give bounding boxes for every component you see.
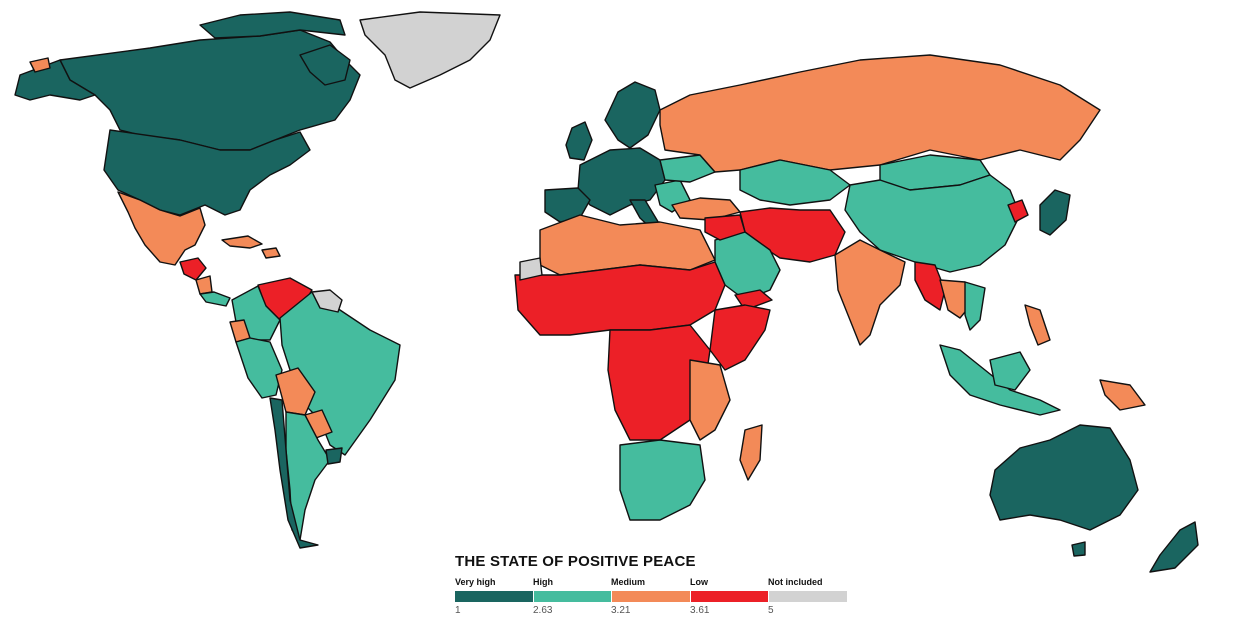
country-philippines[interactable]	[1024, 304, 1051, 346]
country-north-africa[interactable]	[539, 214, 716, 276]
region-middle-east	[704, 214, 781, 311]
country-costa-rica-panama[interactable]	[199, 291, 231, 307]
region-europe	[544, 81, 741, 233]
country-peru[interactable]	[235, 337, 283, 399]
legend-title: THE STATE OF POSITIVE PEACE	[455, 553, 696, 570]
country-madagascar[interactable]	[739, 424, 763, 481]
country-horn-of-africa[interactable]	[709, 304, 771, 371]
country-russia[interactable]	[659, 54, 1101, 173]
country-uk-ireland[interactable]	[565, 121, 593, 161]
legend-threshold-1: 1	[455, 605, 461, 616]
legend-threshold-4: 3.61	[690, 605, 710, 616]
country-india[interactable]	[834, 239, 906, 346]
region-south-america	[229, 277, 401, 549]
country-russia-chukotka	[29, 57, 51, 73]
country-new-zealand[interactable]	[1149, 521, 1199, 573]
legend-swatch-medium	[611, 591, 690, 602]
country-ukraine[interactable]	[659, 154, 716, 183]
greenland[interactable]	[359, 11, 501, 89]
country-scandinavia[interactable]	[604, 81, 661, 149]
country-mexico[interactable]	[117, 191, 206, 266]
country-western-sahara[interactable]	[519, 257, 543, 281]
legend-label-high: High	[533, 577, 553, 587]
legend: THE STATE OF POSITIVE PEACE Very high Hi…	[455, 553, 847, 619]
country-australia[interactable]	[989, 424, 1139, 531]
baffin-island[interactable]	[299, 44, 351, 86]
country-guyana-suriname[interactable]	[311, 289, 343, 313]
country-malaysia-indonesia[interactable]	[939, 344, 1061, 416]
country-vietnam[interactable]	[964, 281, 986, 331]
country-east-africa[interactable]	[689, 359, 731, 441]
legend-color-bar	[455, 591, 847, 602]
country-myanmar[interactable]	[914, 261, 946, 311]
country-papua-new-guinea[interactable]	[1099, 379, 1146, 411]
country-chile[interactable]	[269, 397, 319, 549]
country-china[interactable]	[844, 174, 1021, 273]
legend-threshold-2: 2.63	[533, 605, 553, 616]
legend-label-medium: Medium	[611, 577, 646, 587]
country-bolivia[interactable]	[275, 367, 316, 416]
legend-thresholds: 1 2.63 3.21 3.61 5	[455, 605, 847, 619]
country-japan[interactable]	[1039, 189, 1071, 236]
legend-swatch-high	[532, 591, 612, 602]
country-southern-africa[interactable]	[619, 439, 706, 521]
country-korea-dprk[interactable]	[1007, 199, 1029, 223]
country-kazakhstan[interactable]	[739, 159, 851, 206]
region-north-america	[14, 11, 501, 216]
canada-arctic-islands[interactable]	[199, 11, 346, 39]
legend-label-very-high: Very high	[455, 577, 496, 587]
legend-swatch-not-included	[768, 591, 847, 602]
country-cuba[interactable]	[221, 235, 263, 249]
country-iraq-syria[interactable]	[704, 214, 746, 241]
country-uruguay[interactable]	[325, 447, 343, 465]
region-central-america	[117, 191, 281, 307]
legend-swatch-low	[689, 591, 769, 602]
country-guatemala-honduras[interactable]	[179, 257, 207, 281]
region-oceania	[989, 424, 1199, 573]
country-canada[interactable]	[59, 29, 361, 151]
legend-swatch-very-high	[455, 591, 533, 602]
country-nicaragua[interactable]	[195, 275, 213, 295]
region-africa	[514, 214, 771, 521]
country-haiti-dr[interactable]	[261, 247, 281, 259]
region-south-asia	[834, 239, 1146, 416]
legend-threshold-5: 5	[768, 605, 774, 616]
country-sahel[interactable]	[514, 261, 726, 336]
legend-label-low: Low	[690, 577, 708, 587]
legend-threshold-3: 3.21	[611, 605, 631, 616]
legend-labels: Very high High Medium Low Not included	[455, 577, 847, 591]
country-western-europe[interactable]	[577, 147, 666, 216]
legend-label-not-included: Not included	[768, 577, 823, 587]
country-tasmania[interactable]	[1071, 541, 1086, 557]
country-borneo[interactable]	[989, 351, 1031, 391]
